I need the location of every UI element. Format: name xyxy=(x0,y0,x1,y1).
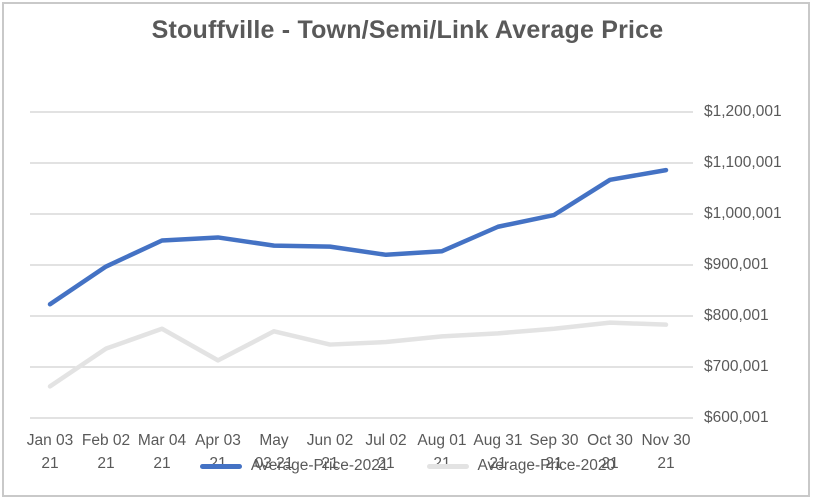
x-axis-tick-line: 21 xyxy=(657,454,675,472)
x-axis-tick-label: Sep 30 21 xyxy=(521,430,587,475)
x-axis-tick-line: Jul 02 xyxy=(365,432,407,449)
x-axis-tick-label: Aug 31 21 xyxy=(465,430,531,475)
series-line-2021 xyxy=(47,167,669,307)
y-axis-tick-label: $900,001 xyxy=(704,256,769,273)
x-axis-tick-line: Jun 02 xyxy=(306,432,354,449)
x-axis-tick-line: 21 xyxy=(41,454,59,472)
x-axis-tick-line: Sep 30 xyxy=(529,432,579,449)
x-axis-tick-label: May 03 21 xyxy=(241,430,307,475)
legend-item-2020: Average-Price-2020 xyxy=(426,457,616,475)
x-axis-tick-line: Apr 03 xyxy=(195,432,241,449)
x-axis-tick-label: Nov 30 21 xyxy=(633,430,699,475)
x-axis-tick-label: Jun 02 21 xyxy=(297,430,363,475)
x-axis-tick-line: Mar 04 xyxy=(137,432,187,449)
x-axis-tick-line: Nov 30 xyxy=(641,432,691,449)
legend-line-swatch xyxy=(199,463,242,469)
x-axis-tick-line: Feb 02 xyxy=(81,432,131,449)
legend-label: Average-Price-2021 xyxy=(250,457,389,474)
legend-label: Average-Price-2020 xyxy=(477,457,616,474)
x-axis-tick-line: Oct 30 xyxy=(587,432,633,449)
x-axis-tick-line: 21 xyxy=(377,454,395,472)
y-axis-tick-label: $700,001 xyxy=(704,358,769,375)
x-axis-tick-line: 21 xyxy=(545,454,563,472)
x-axis-tick-line: 21 xyxy=(153,454,171,472)
x-axis-tick-line: Jan 03 xyxy=(26,432,74,449)
x-axis-tick-label: Oct 30 21 xyxy=(577,430,643,475)
x-axis-tick-label: Mar 04 21 xyxy=(129,430,195,475)
x-axis-tick-label: Jan 03 21 xyxy=(17,430,83,475)
x-axis-tick-line: 21 xyxy=(601,454,619,472)
x-axis-tick-line: Aug 01 xyxy=(417,432,467,449)
x-axis-tick-line: May xyxy=(259,432,289,449)
x-axis-tick-line: 03 21 xyxy=(254,454,294,472)
x-axis-tick-line: Aug 31 xyxy=(473,432,523,449)
x-axis-tick-line: 21 xyxy=(489,454,507,472)
chart-title: Stouffville - Town/Semi/Link Average Pri… xyxy=(151,16,664,44)
x-axis-tick-label: Feb 02 21 xyxy=(73,430,139,475)
y-axis-tick-label: $1,000,001 xyxy=(704,205,782,222)
x-axis-tick-label: Jul 02 21 xyxy=(353,430,419,475)
x-axis-tick-line: 21 xyxy=(321,454,339,472)
legend-line-swatch xyxy=(426,463,469,469)
y-axis-tick-label: $1,100,001 xyxy=(704,154,782,171)
legend: Average-Price-2021 Average-Price-2020 xyxy=(0,454,815,478)
y-axis-tick-label: $800,001 xyxy=(704,307,769,324)
legend-item-2021: Average-Price-2021 xyxy=(199,457,389,475)
x-axis-tick-line: 21 xyxy=(97,454,115,472)
series-line-2020 xyxy=(47,320,669,389)
y-axis-tick-label: $1,200,001 xyxy=(704,103,782,120)
y-axis-tick-label: $600,001 xyxy=(704,409,769,426)
